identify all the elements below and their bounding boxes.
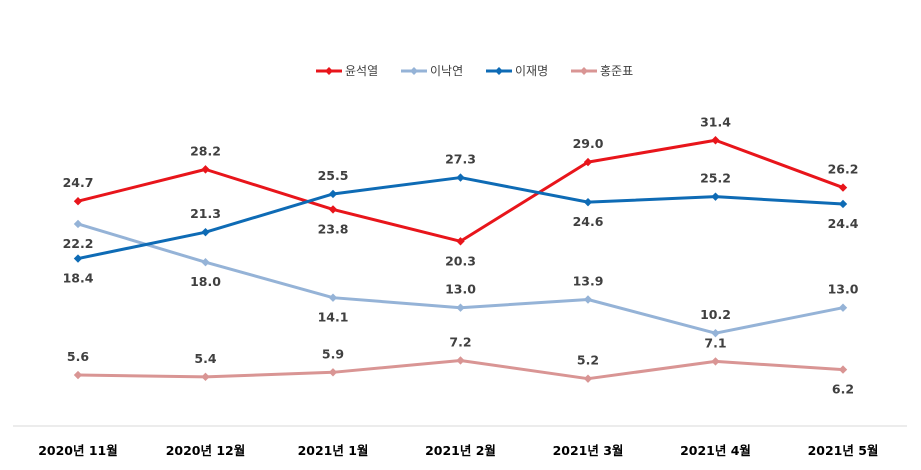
data-point <box>583 157 593 167</box>
data-label: 10.2 <box>700 307 731 322</box>
data-point <box>711 328 720 338</box>
x-tick-label: 2021년 2월 <box>425 443 496 458</box>
data-label: 6.2 <box>832 382 854 397</box>
data-label: 27.3 <box>445 152 476 167</box>
data-point <box>583 197 593 207</box>
data-label: 22.2 <box>63 236 94 251</box>
legend-marker <box>495 67 503 75</box>
legend-marker <box>410 67 418 75</box>
data-label: 5.4 <box>194 351 216 366</box>
x-axis-ticks: 2020년 11월 2020년 12월 2021년 1월 2021년 2월 2021년 … <box>38 443 878 458</box>
data-label: 24.6 <box>573 214 604 229</box>
x-tick-label: 2021년 3월 <box>553 443 624 458</box>
x-tick-label: 2020년 12월 <box>166 443 246 458</box>
data-point <box>201 165 210 174</box>
data-label: 25.5 <box>318 168 349 183</box>
data-point <box>838 365 848 374</box>
legend-marker <box>325 67 333 75</box>
data-point <box>201 258 210 267</box>
data-point <box>328 293 338 302</box>
data-label: 18.0 <box>190 274 221 289</box>
x-tick-label: 2020년 11월 <box>38 443 118 458</box>
data-point <box>73 219 83 229</box>
data-point <box>838 183 848 192</box>
data-point <box>711 192 720 201</box>
data-point <box>583 295 593 304</box>
legend-label: 윤석열 <box>345 64 378 78</box>
data-label: 20.3 <box>445 253 476 268</box>
data-label: 13.0 <box>828 282 859 297</box>
data-label: 14.1 <box>318 310 349 325</box>
data-point <box>201 227 210 237</box>
data-point <box>838 199 848 209</box>
data-label: 5.6 <box>67 349 89 364</box>
data-point <box>73 254 83 263</box>
legend-label: 이재명 <box>515 64 548 78</box>
data-label: 25.2 <box>700 171 731 186</box>
x-tick-label: 2021년 1월 <box>298 443 369 458</box>
data-label: 13.9 <box>573 274 604 289</box>
x-tick-label: 2021년 4월 <box>680 443 751 458</box>
data-label: 24.4 <box>828 216 859 231</box>
data-point <box>711 136 720 145</box>
x-tick-label: 2021년 5월 <box>808 443 879 458</box>
series-layer <box>73 136 848 383</box>
data-label: 7.1 <box>704 335 726 350</box>
data-label: 5.9 <box>322 346 344 361</box>
data-point <box>328 205 338 214</box>
data-point <box>456 356 465 365</box>
data-label: 5.2 <box>577 353 599 368</box>
data-label: 28.2 <box>190 143 221 158</box>
data-point <box>328 189 338 199</box>
data-labels: 24.7 28.2 23.8 20.3 29.0 31.4 26.2 22.2 18.0 14.1… <box>63 114 859 396</box>
data-point <box>456 173 465 182</box>
data-label: 13.0 <box>445 282 476 297</box>
data-label: 7.2 <box>449 334 471 349</box>
data-point <box>456 237 465 246</box>
data-label: 29.0 <box>573 136 604 151</box>
data-label: 26.2 <box>828 162 859 177</box>
data-point <box>838 303 848 312</box>
legend-marker <box>580 67 588 75</box>
data-point <box>328 368 338 377</box>
data-label: 31.4 <box>700 114 731 129</box>
data-point <box>583 374 593 383</box>
legend: 윤석열 이낙연 이재명 홍준표 <box>316 64 633 78</box>
data-point <box>73 197 83 206</box>
data-point <box>201 372 210 382</box>
data-point <box>73 370 83 380</box>
data-point <box>456 303 465 312</box>
legend-label: 홍준표 <box>600 64 633 78</box>
data-label: 24.7 <box>63 175 94 190</box>
data-label: 18.4 <box>63 271 94 286</box>
data-label: 21.3 <box>190 206 221 221</box>
legend-label: 이낙연 <box>430 64 463 78</box>
data-point <box>711 357 720 366</box>
data-label: 23.8 <box>318 221 349 236</box>
